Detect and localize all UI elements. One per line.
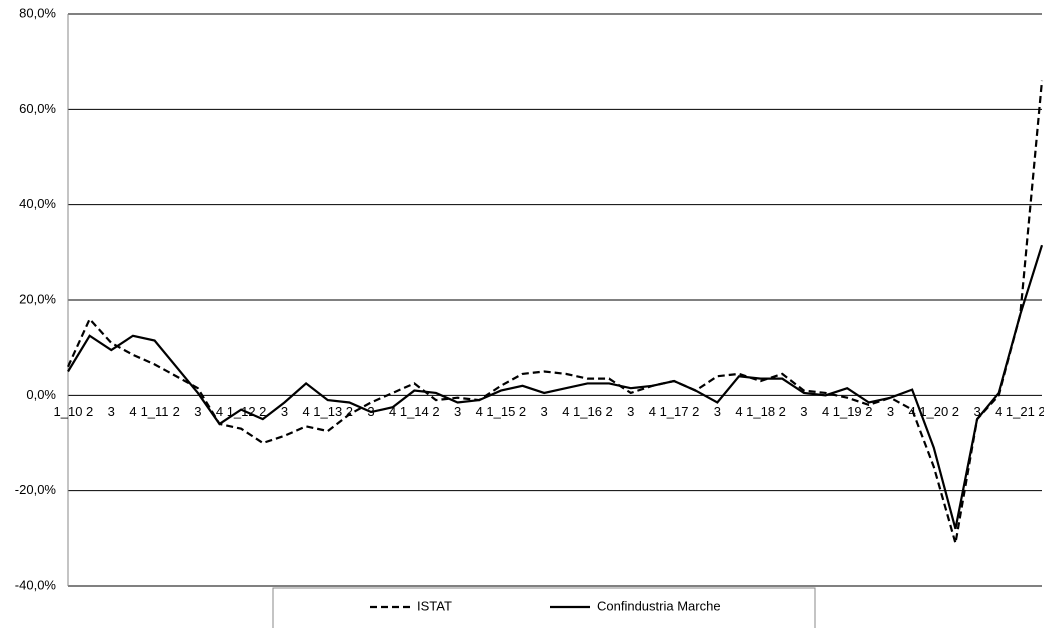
y-tick-label: 0,0%: [26, 387, 56, 402]
x-tick-label: 3: [973, 404, 980, 419]
legend-label: Confindustria Marche: [597, 598, 721, 613]
x-tick-label: 3: [108, 404, 115, 419]
x-tick-label: 2: [86, 404, 93, 419]
x-tick-label: 2: [952, 404, 959, 419]
y-tick-label: 20,0%: [19, 291, 56, 306]
x-tick-label: 2: [779, 404, 786, 419]
x-tick-label: 3: [194, 404, 201, 419]
x-tick-label: 2: [519, 404, 526, 419]
x-tick-label: 3: [627, 404, 634, 419]
series-line: [66, 80, 1044, 544]
x-tick-label: 1_13: [313, 404, 342, 419]
legend-box: [272, 587, 816, 628]
x-tick-label: 2: [432, 404, 439, 419]
x-tick-label: 4: [476, 404, 483, 419]
x-tick-label: 2: [173, 404, 180, 419]
x-tick-label: 4: [389, 404, 396, 419]
series-line: [67, 244, 1044, 530]
x-tick-label: 1_20: [919, 404, 948, 419]
x-tick-label: 4: [735, 404, 742, 419]
y-tick-label: 80,0%: [19, 5, 56, 20]
x-tick-label: 1_16: [573, 404, 602, 419]
x-tick-label: 3: [887, 404, 894, 419]
x-tick-label: 4: [302, 404, 309, 419]
x-tick-label: 1_19: [833, 404, 862, 419]
y-tick-label: -40,0%: [15, 577, 57, 592]
x-tick-label: 2: [605, 404, 612, 419]
x-tick-label: 4: [649, 404, 656, 419]
x-tick-label: 3: [800, 404, 807, 419]
x-tick-label: 1_18: [746, 404, 775, 419]
x-tick-label: 2: [259, 404, 266, 419]
x-tick-label: 3: [454, 404, 461, 419]
y-tick-label: 40,0%: [19, 196, 56, 211]
x-tick-label: 1_14: [400, 404, 429, 419]
x-tick-label: 1_15: [486, 404, 515, 419]
x-tick-label: 4: [216, 404, 223, 419]
x-tick-label: 1_17: [660, 404, 689, 419]
y-tick-label: -20,0%: [15, 482, 57, 497]
x-tick-label: 4: [562, 404, 569, 419]
x-tick-label: 4: [995, 404, 1002, 419]
y-tick-label: 60,0%: [19, 101, 56, 116]
x-tick-label: 2: [865, 404, 872, 419]
x-tick-label: 1_21: [1006, 404, 1035, 419]
x-tick-label: 3: [281, 404, 288, 419]
x-tick-label: 2: [692, 404, 699, 419]
x-tick-label: 4: [822, 404, 829, 419]
x-tick-label: 1_10: [54, 404, 83, 419]
legend-label: ISTAT: [417, 598, 452, 613]
x-tick-label: 3: [714, 404, 721, 419]
x-tick-label: 2: [346, 404, 353, 419]
x-tick-label: 2: [1038, 404, 1044, 419]
x-tick-label: 4: [129, 404, 136, 419]
x-tick-label: 1_11: [141, 404, 169, 419]
x-tick-label: 3: [541, 404, 548, 419]
